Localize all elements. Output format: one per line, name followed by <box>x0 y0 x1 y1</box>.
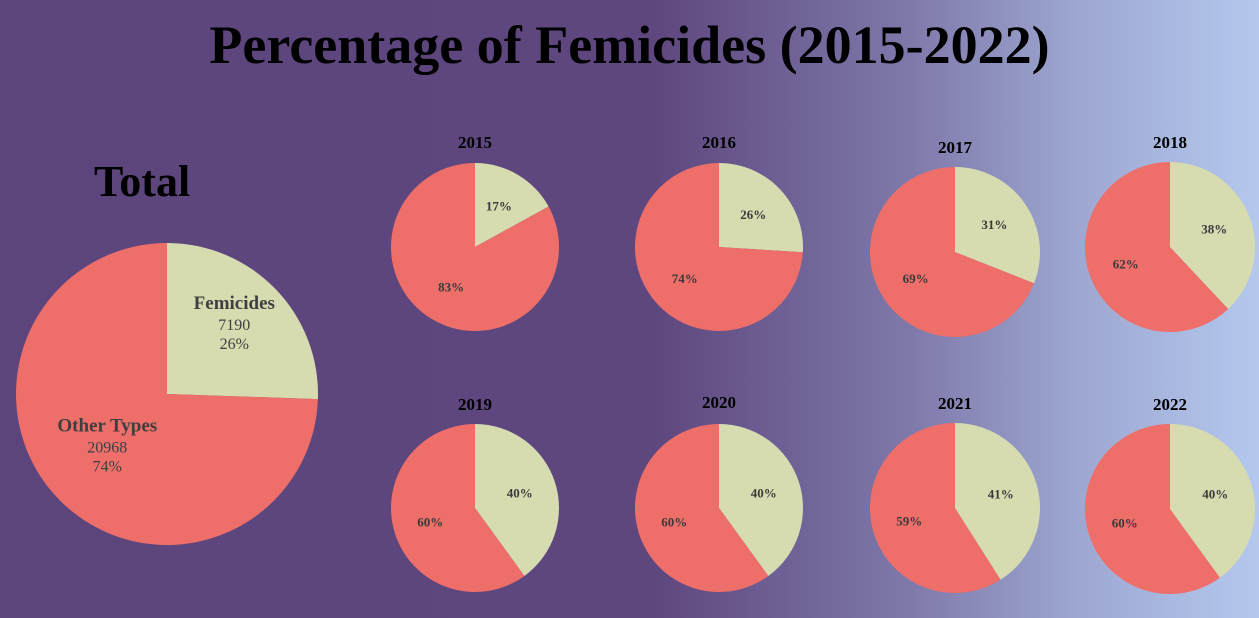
page-title: Percentage of Femicides (2015-2022) <box>209 15 1050 75</box>
pie-title: 2019 <box>458 395 492 414</box>
slice-percent: 26% <box>740 207 766 222</box>
pie-slice-other-types <box>634 424 769 593</box>
pie-2018: 2018 38% 62% <box>1085 133 1256 332</box>
pie-title: 2015 <box>458 133 492 152</box>
pie-slice-other-types <box>390 424 525 593</box>
pie-slice-femicides <box>167 243 318 400</box>
pie-2019: 2019 40% 60% <box>390 395 559 593</box>
slice-value: 7190 <box>218 317 250 334</box>
slice-label: Other Types <box>57 416 157 437</box>
slice-percent: 60% <box>1112 516 1138 531</box>
slice-percent: 74% <box>93 459 122 476</box>
pie-title: 2017 <box>938 138 973 157</box>
pie-slice-other-types <box>869 166 1035 337</box>
pie-slice-other-types <box>391 163 560 331</box>
pie-slice-other-types <box>15 242 318 545</box>
pie-title: 2022 <box>1153 395 1187 414</box>
slice-percent: 41% <box>988 487 1014 502</box>
pie-title: 2021 <box>938 394 972 413</box>
slice-percent: 38% <box>1201 222 1227 237</box>
slice-percent: 74% <box>672 271 698 286</box>
slice-percent: 40% <box>507 486 533 501</box>
pie-2017: 2017 31% 69% <box>869 138 1040 337</box>
slice-percent: 60% <box>661 515 687 530</box>
slice-percent: 83% <box>438 280 464 295</box>
pie-slice-femicides <box>719 163 803 253</box>
total-heading: Total <box>94 157 191 206</box>
slice-percent: 17% <box>486 199 512 214</box>
pie-2020: 2020 40% 60% <box>634 393 803 593</box>
slice-value: 20968 <box>87 440 127 457</box>
slice-percent: 26% <box>220 336 249 353</box>
slice-percent: 62% <box>1113 257 1139 272</box>
slice-percent: 40% <box>1202 486 1228 501</box>
slice-percent: 31% <box>981 217 1007 232</box>
pie-slice-femicides <box>475 163 549 247</box>
slice-percent: 40% <box>751 486 777 501</box>
pie-slice-other-types <box>870 423 1001 594</box>
pie-slice-femicides <box>719 424 803 576</box>
pie-title: 2016 <box>702 133 736 152</box>
pie-slice-femicides <box>1170 424 1256 578</box>
pie-slice-other-types <box>634 163 803 331</box>
slice-percent: 59% <box>896 513 922 528</box>
pie-slice-femicides <box>955 423 1041 580</box>
pie-slice-femicides <box>475 424 559 576</box>
pie-2021: 2021 41% 59% <box>870 394 1041 594</box>
pie-title: 2020 <box>702 393 736 412</box>
pie-slice-other-types <box>1085 162 1229 332</box>
pie-2016: 2016 26% 74% <box>634 133 803 331</box>
slice-percent: 60% <box>417 515 443 530</box>
pie-total: Femicides 7190 26% Other Types 20968 74% <box>15 242 318 545</box>
pie-slice-other-types <box>1085 424 1220 595</box>
pie-2022: 2022 40% 60% <box>1085 395 1256 595</box>
slice-label: Femicides <box>194 293 275 314</box>
slice-percent: 69% <box>903 271 929 286</box>
pie-2015: 2015 17% 83% <box>391 133 560 331</box>
pie-slice-femicides <box>1170 162 1256 309</box>
pie-title: 2018 <box>1153 133 1187 152</box>
pie-slice-femicides <box>955 167 1040 284</box>
